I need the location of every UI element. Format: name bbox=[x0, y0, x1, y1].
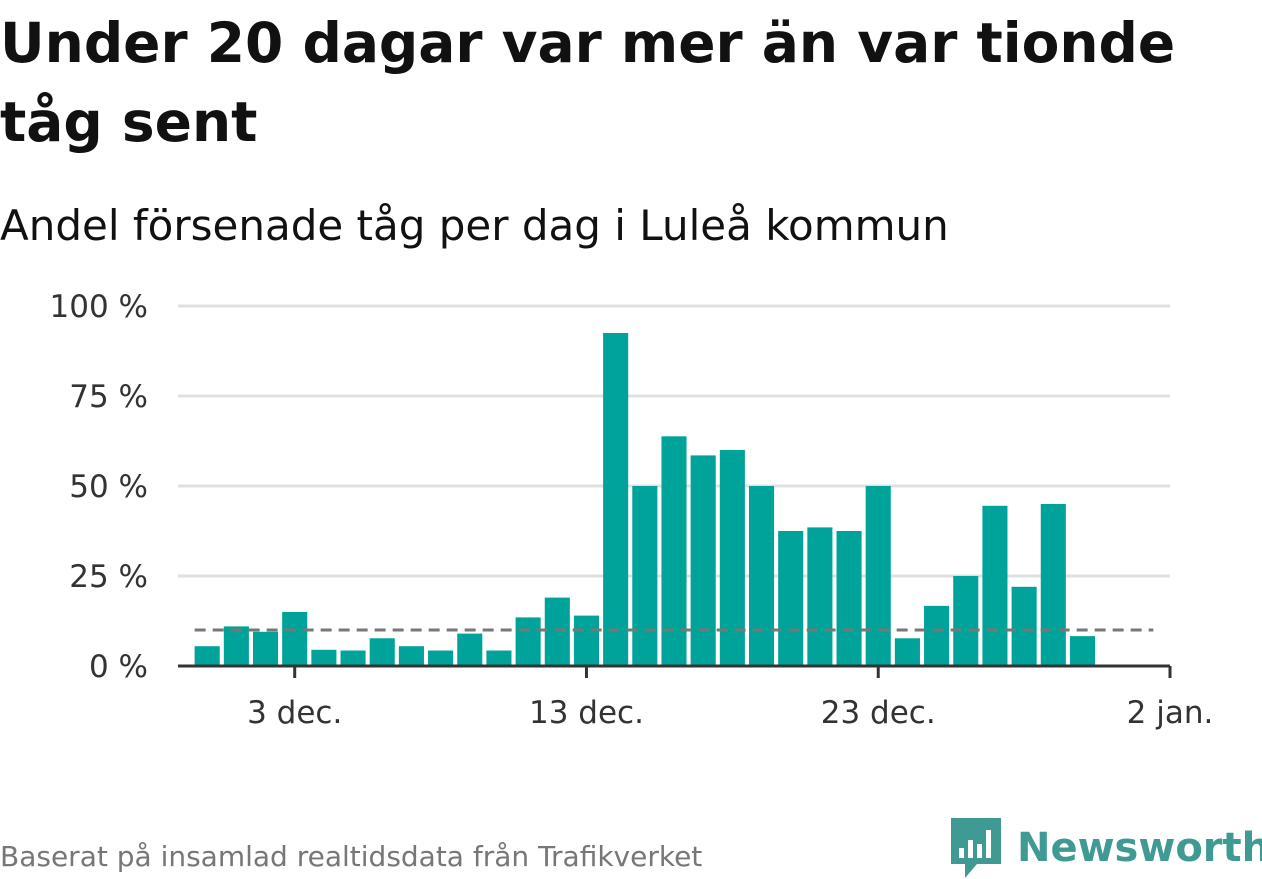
bar bbox=[953, 576, 979, 666]
bar bbox=[719, 450, 745, 666]
bar bbox=[836, 531, 862, 666]
bar bbox=[457, 633, 483, 666]
chart-title: Under 20 dagar var mer än var tionde tåg… bbox=[0, 11, 1176, 154]
bar bbox=[1040, 504, 1066, 666]
bar-chart-logo-icon bbox=[951, 818, 1001, 878]
y-tick-label: 50 % bbox=[69, 469, 148, 505]
bar bbox=[369, 638, 395, 666]
bar bbox=[223, 626, 249, 666]
bar bbox=[982, 505, 1008, 666]
x-tick-label: 23 dec. bbox=[821, 695, 936, 731]
bar bbox=[515, 617, 541, 666]
source-note: Baserat på insamlad realtidsdata från Tr… bbox=[0, 840, 703, 873]
bar bbox=[632, 486, 658, 666]
bar bbox=[398, 646, 424, 666]
y-tick-label: 25 % bbox=[69, 559, 148, 595]
bar bbox=[1011, 586, 1037, 666]
bar bbox=[573, 615, 600, 666]
brand-name: Newsworthy bbox=[1017, 825, 1262, 871]
bar bbox=[428, 650, 454, 666]
x-tick-label: 3 dec. bbox=[247, 695, 342, 731]
bar bbox=[807, 527, 833, 666]
bar bbox=[603, 333, 629, 666]
bar bbox=[340, 650, 366, 666]
chart-subtitle: Andel försenade tåg per dag i Luleå komm… bbox=[0, 201, 949, 250]
bar bbox=[252, 631, 279, 666]
bars bbox=[194, 333, 1096, 666]
bar bbox=[486, 650, 512, 666]
y-tick-label: 75 % bbox=[69, 379, 148, 415]
bar bbox=[282, 612, 308, 666]
x-tick-label: 2 jan. bbox=[1127, 695, 1214, 731]
bar bbox=[865, 486, 891, 666]
bar bbox=[778, 531, 804, 666]
bar bbox=[924, 605, 950, 666]
y-axis-ticks: 0 % 25 % 50 % 75 % 100 % bbox=[50, 289, 148, 685]
brand-logo[interactable]: Newsworthy bbox=[951, 818, 1262, 878]
bar bbox=[894, 638, 920, 666]
bar bbox=[1069, 636, 1096, 666]
bar bbox=[690, 455, 716, 666]
bar bbox=[311, 649, 337, 666]
x-tick-label: 13 dec. bbox=[529, 695, 644, 731]
y-tick-label: 100 % bbox=[50, 289, 148, 325]
bar bbox=[661, 436, 687, 666]
bar bbox=[194, 646, 220, 666]
x-axis-ticks: 3 dec. 13 dec. 23 dec. 2 jan. bbox=[247, 666, 1213, 731]
y-tick-label: 0 % bbox=[89, 649, 148, 685]
bar bbox=[748, 486, 775, 666]
bar bbox=[544, 597, 570, 666]
